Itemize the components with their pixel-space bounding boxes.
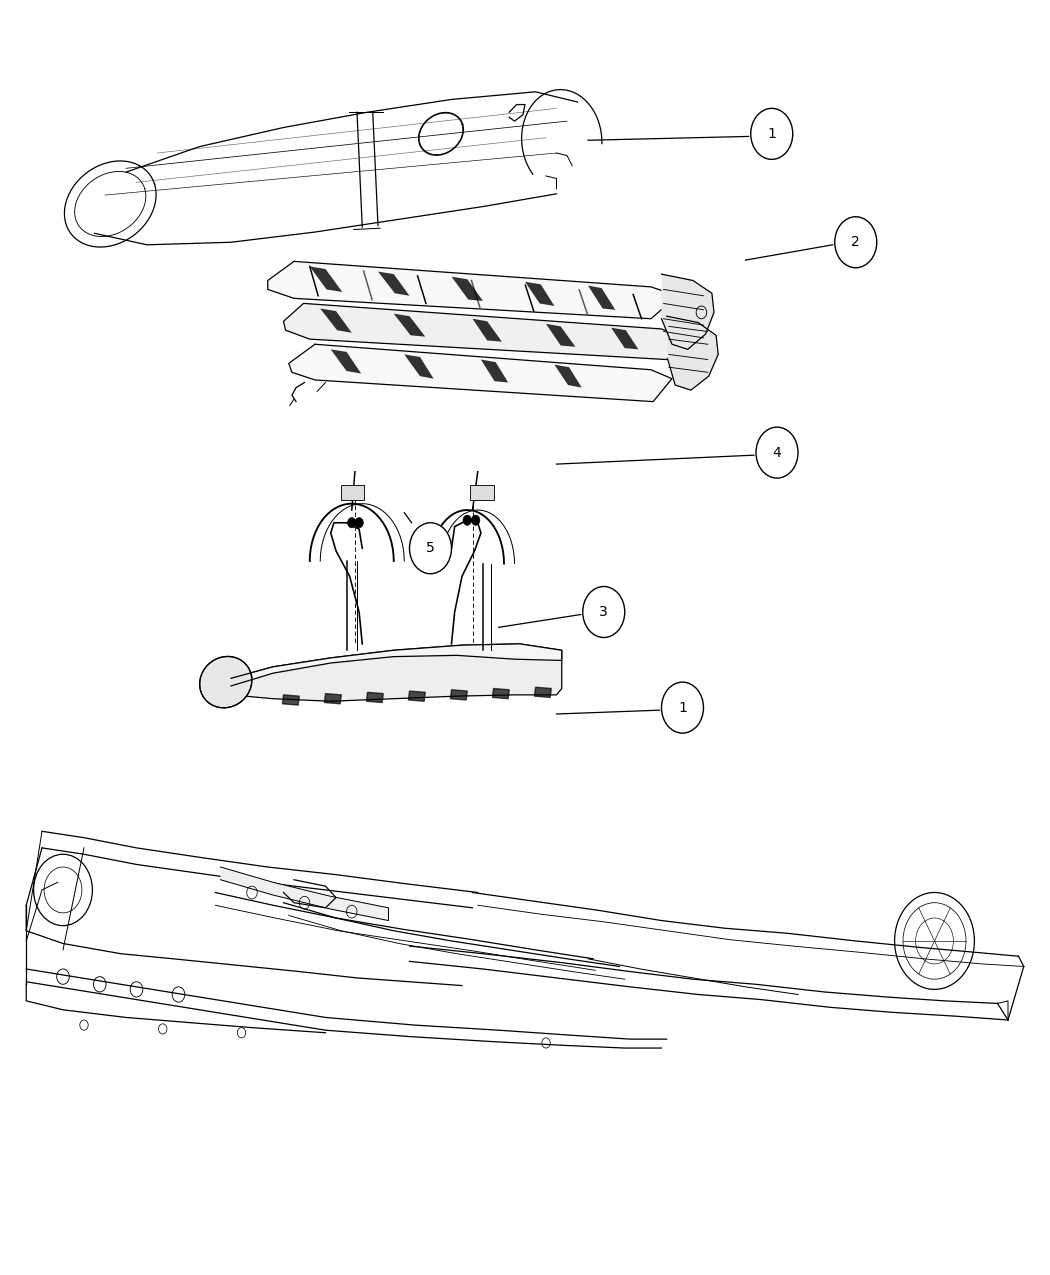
Bar (470, 484, 494, 500)
Polygon shape (472, 319, 502, 342)
Circle shape (471, 515, 480, 525)
Polygon shape (525, 282, 554, 306)
Polygon shape (310, 266, 342, 292)
Polygon shape (667, 316, 718, 390)
Polygon shape (200, 657, 252, 708)
Polygon shape (662, 274, 714, 349)
Polygon shape (320, 309, 352, 333)
Polygon shape (268, 261, 677, 319)
Polygon shape (450, 690, 467, 700)
Text: 3: 3 (600, 606, 608, 618)
Circle shape (583, 586, 625, 638)
Text: 4: 4 (773, 446, 781, 459)
Polygon shape (492, 688, 509, 699)
Polygon shape (408, 691, 425, 701)
Polygon shape (378, 272, 410, 296)
Polygon shape (546, 324, 575, 347)
Text: 5: 5 (426, 542, 435, 555)
Circle shape (348, 518, 356, 528)
Polygon shape (284, 303, 685, 360)
Polygon shape (554, 365, 582, 388)
Polygon shape (366, 692, 383, 703)
Text: 1: 1 (678, 701, 687, 714)
Circle shape (751, 108, 793, 159)
Circle shape (662, 682, 704, 733)
Text: 2: 2 (852, 236, 860, 249)
Polygon shape (611, 328, 638, 349)
Polygon shape (220, 867, 388, 921)
Polygon shape (282, 695, 299, 705)
Polygon shape (588, 286, 615, 310)
Polygon shape (452, 277, 483, 301)
Circle shape (463, 515, 471, 525)
Polygon shape (404, 354, 434, 379)
Circle shape (410, 523, 452, 574)
Polygon shape (394, 314, 425, 337)
Polygon shape (481, 360, 508, 382)
Circle shape (355, 518, 363, 528)
Polygon shape (289, 344, 672, 402)
Text: 1: 1 (768, 128, 776, 140)
Polygon shape (231, 644, 562, 686)
Polygon shape (331, 349, 361, 374)
Circle shape (835, 217, 877, 268)
Bar (341, 484, 364, 500)
Circle shape (756, 427, 798, 478)
Polygon shape (324, 694, 341, 704)
Polygon shape (534, 687, 551, 697)
Polygon shape (231, 644, 562, 701)
